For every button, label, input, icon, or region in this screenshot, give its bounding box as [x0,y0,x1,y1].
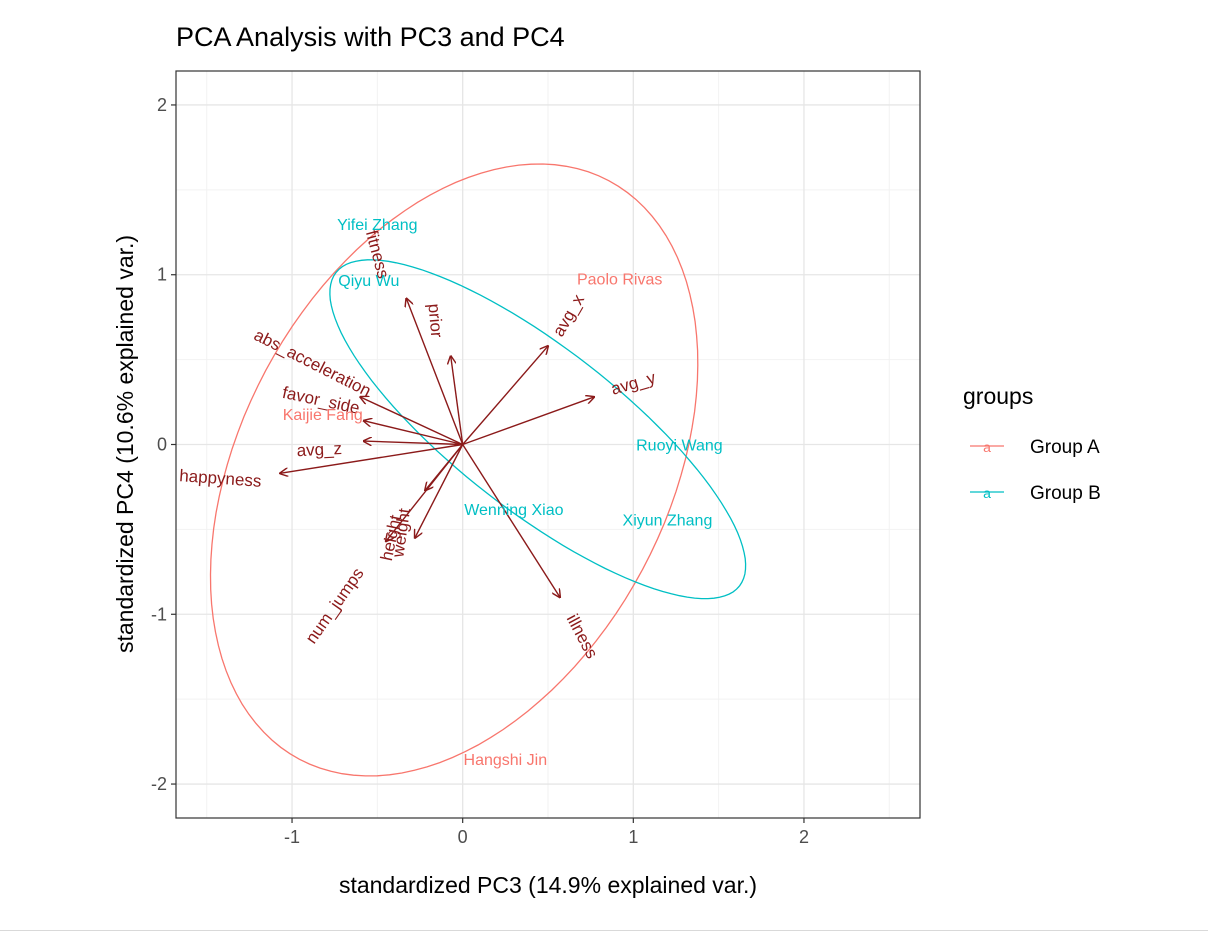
legend-item-group-b: a Group B [970,483,1101,504]
arrow-illness [462,444,560,598]
x-tick-label: 2 [799,827,809,847]
x-tick-label: -1 [284,827,300,847]
y-axis-label: standardized PC4 (10.6% explained var.) [112,235,138,653]
legend-item-group-a: a Group A [970,437,1100,458]
arrow-prior [451,356,464,445]
arrow-num-jumps [386,444,464,542]
legend-key-glyph-group-b: a [983,485,991,501]
arrow-abs-acceleration [360,397,463,446]
legend: groups a Group A a Group B [963,383,1101,504]
x-tick-label: 0 [458,827,468,847]
point-label-ruoyi-wang: Ruoyi Wang [636,438,723,455]
point-label-wenning-xiao: Wenning Xiao [464,502,563,519]
point-label-xiyun-zhang: Xiyun Zhang [623,512,713,529]
legend-label-group-a: Group A [1030,437,1100,458]
ellipse-group-b [329,259,747,600]
arrow-label-prior: prior [424,303,446,339]
y-tick-label: -1 [151,604,167,624]
arrow-avg-z [364,441,463,444]
legend-key-glyph-group-a: a [983,439,991,455]
x-axis: -1 0 1 2 [284,818,809,847]
legend-title: groups [963,383,1033,409]
bottom-divider [0,930,1208,931]
loading-arrows [280,298,594,597]
observation-labels: Paolo Rivas Kaijie Fang Hangshi Jin Yifei Z… [283,217,723,769]
point-label-qiyu-wu: Qiyu Wu [338,273,399,290]
chart-title: PCA Analysis with PC3 and PC4 [176,22,565,52]
y-tick-label: 2 [157,95,167,115]
arrow-fitness [406,298,464,445]
arrow-favor-side [364,421,463,446]
legend-label-group-b: Group B [1030,483,1101,504]
y-tick-label: 0 [157,435,167,455]
group-ellipses [209,163,747,777]
point-label-yifei-zhang: Yifei Zhang [337,217,417,234]
arrow-avg-x [462,346,548,445]
x-axis-label: standardized PC3 (14.9% explained var.) [339,872,757,898]
y-tick-label: 1 [157,265,167,285]
y-axis: -2 -1 0 1 2 [151,95,176,794]
arrow-height [415,444,464,538]
point-label-kaijie-fang: Kaijie Fang [283,407,363,424]
arrow-avg-y [462,397,594,446]
point-label-hangshi-jin: Hangshi Jin [464,752,548,769]
point-label-paolo-rivas: Paolo Rivas [577,271,662,288]
arrow-label-avg-z: avg_z [296,439,342,460]
x-tick-label: 1 [628,827,638,847]
ellipse-group-a [209,163,699,777]
arrow-happyness [280,443,463,474]
y-tick-label: -2 [151,774,167,794]
